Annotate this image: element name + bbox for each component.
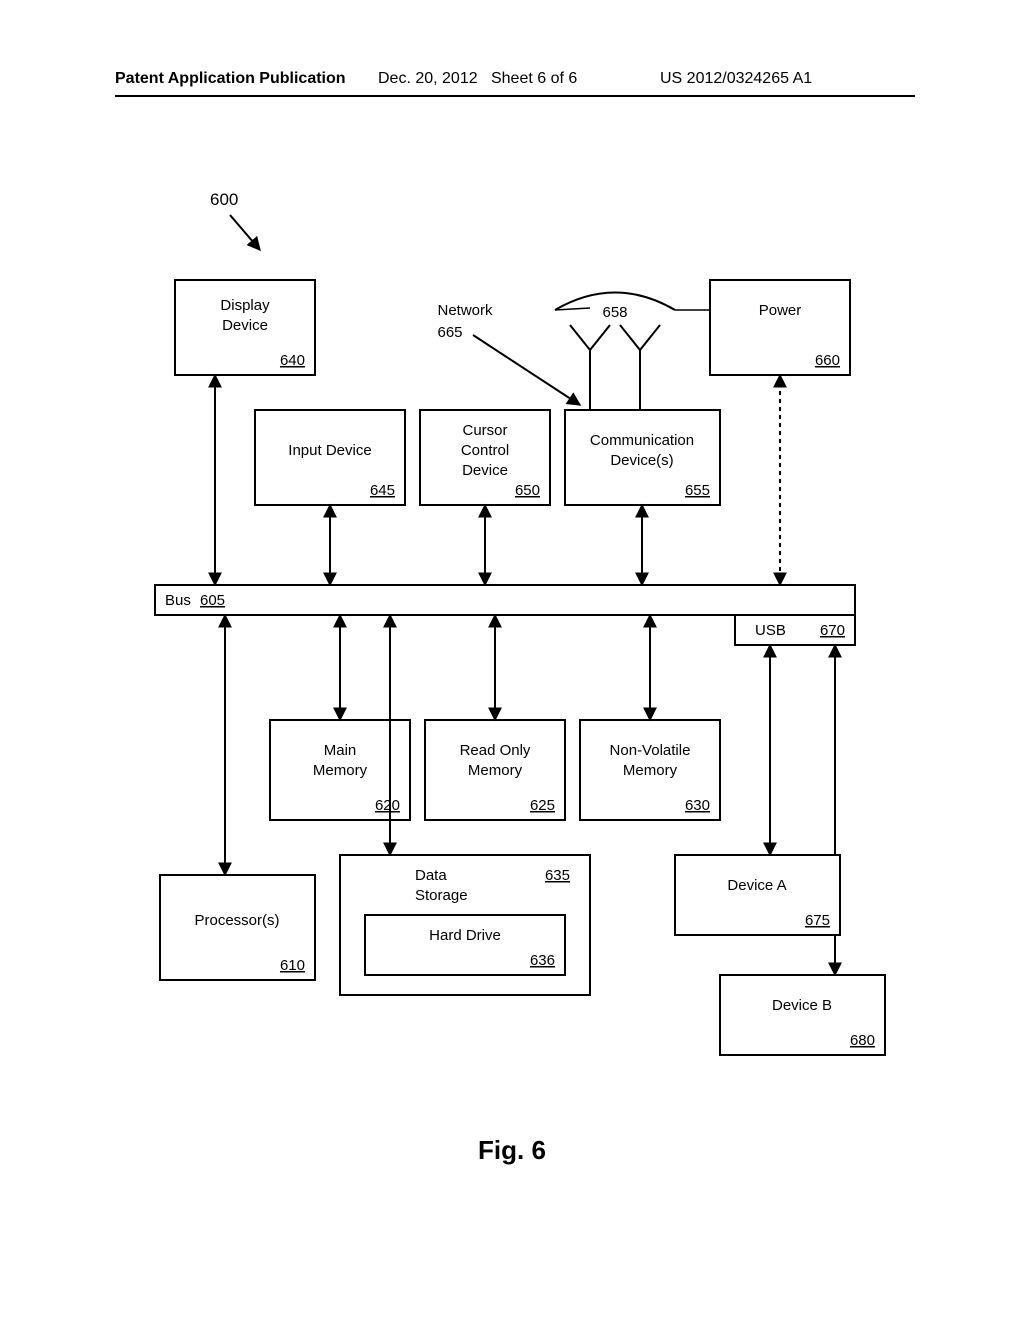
cursor-label-2: Control (461, 442, 509, 459)
nvmem-label-1: Non-Volatile (610, 742, 691, 759)
harddrive-label: Hard Drive (429, 927, 501, 944)
device-a-label: Device A (727, 877, 786, 894)
header-rule (115, 95, 915, 97)
processor-num: 610 (280, 957, 305, 974)
nvmem-label-2: Memory (623, 762, 678, 779)
header-sheet: Sheet 6 of 6 (491, 70, 577, 87)
power-label: Power (759, 302, 802, 319)
header-left: Patent Application Publication (115, 70, 346, 88)
header-middle: Dec. 20, 2012 Sheet 6 of 6 (378, 70, 577, 88)
rom-label-2: Memory (468, 762, 523, 779)
usb-label: USB (755, 622, 786, 639)
datastore-num: 635 (545, 867, 570, 884)
mainmem-label-1: Main (324, 742, 357, 759)
comm-label-1: Communication (590, 432, 694, 449)
device-b-num: 680 (850, 1032, 875, 1049)
rom-label-1: Read Only (460, 742, 531, 759)
bus-label: Bus (165, 592, 191, 609)
device-b-label: Device B (772, 997, 832, 1014)
network-num: 665 (437, 324, 462, 341)
power-num: 660 (815, 352, 840, 369)
mainmem-label-2: Memory (313, 762, 368, 779)
display-label-2: Device (222, 317, 268, 334)
bus-box (155, 585, 855, 615)
header-right: US 2012/0324265 A1 (660, 70, 812, 88)
harddrive-num: 636 (530, 952, 555, 969)
datastore-label-2: Storage (415, 887, 468, 904)
comm-num: 655 (685, 482, 710, 499)
rom-num: 625 (530, 797, 555, 814)
input-label: Input Device (288, 442, 371, 459)
ref-number-600: 600 (210, 190, 238, 209)
antenna-num: 658 (602, 304, 627, 321)
cursor-label-1: Cursor (462, 422, 507, 439)
device-a-num: 675 (805, 912, 830, 929)
cursor-label-3: Device (462, 462, 508, 479)
datastore-label-1: Data (415, 867, 447, 884)
network-label: Network (437, 302, 493, 319)
nvmem-num: 630 (685, 797, 710, 814)
cursor-num: 650 (515, 482, 540, 499)
display-num: 640 (280, 352, 305, 369)
input-num: 645 (370, 482, 395, 499)
figure-caption: Fig. 6 (0, 1135, 1024, 1166)
processor-label: Processor(s) (194, 912, 279, 929)
header-date: Dec. 20, 2012 (378, 70, 478, 87)
usb-num: 670 (820, 622, 845, 639)
mainmem-num: 620 (375, 797, 400, 814)
bus-num: 605 (200, 592, 225, 609)
system-diagram: 600 Display Device 640 Network 665 658 (115, 165, 895, 1125)
comm-label-2: Device(s) (610, 452, 673, 469)
display-label-1: Display (220, 297, 270, 314)
